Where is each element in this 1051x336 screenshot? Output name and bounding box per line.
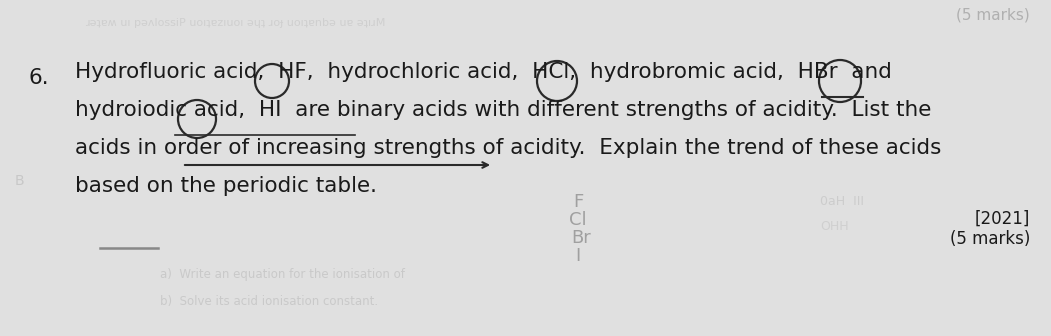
Text: [2021]: [2021] <box>974 210 1030 228</box>
Text: 6.: 6. <box>28 68 48 88</box>
Text: F: F <box>573 193 583 211</box>
Text: based on the periodic table.: based on the periodic table. <box>75 176 377 196</box>
Text: OHH: OHH <box>820 220 848 233</box>
Text: a)  Write an equation for the ionisation of: a) Write an equation for the ionisation … <box>160 268 405 281</box>
Text: I: I <box>575 247 580 265</box>
Text: Cl: Cl <box>570 211 586 229</box>
Text: b)  Solve its acid ionisation constant.: b) Solve its acid ionisation constant. <box>160 295 378 308</box>
Text: 0aH  III: 0aH III <box>820 195 864 208</box>
Text: (5 marks): (5 marks) <box>950 230 1030 248</box>
Text: hydroiodic acid,  HI  are binary acids with different strengths of acidity.  Lis: hydroiodic acid, HI are binary acids wit… <box>75 100 931 120</box>
Text: (5 marks): (5 marks) <box>956 8 1030 23</box>
Text: ɹəʇɐʍ uı pəʌlossiP uoıʇɐzıuoı əɥʇ ɹoɟ uoıʇɐnbə uɐ əʇıɹM: ɹəʇɐʍ uı pəʌlossiP uoıʇɐzıuoı əɥʇ ɹoɟ uo… <box>85 18 386 28</box>
Text: acids in order of increasing strengths of acidity.  Explain the trend of these a: acids in order of increasing strengths o… <box>75 138 942 158</box>
Text: B: B <box>15 174 24 188</box>
Text: Hydrofluoric acid,  HF,  hydrochloric acid,  HCl,  hydrobromic acid,  HBr  and: Hydrofluoric acid, HF, hydrochloric acid… <box>75 62 892 82</box>
Text: Br: Br <box>571 229 591 247</box>
